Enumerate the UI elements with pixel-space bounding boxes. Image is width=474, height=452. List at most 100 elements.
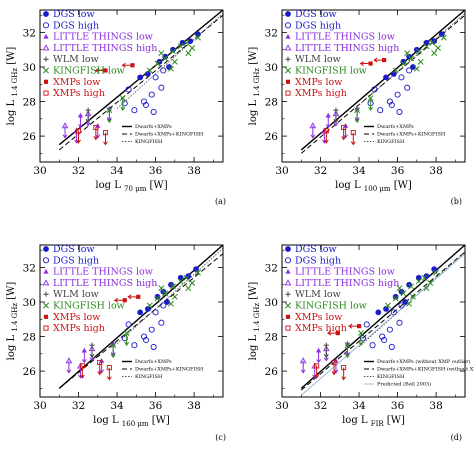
data-point-xmps-high	[75, 128, 82, 134]
data-point-kingfish-low	[396, 285, 403, 292]
data-point-kingfish-low	[146, 302, 153, 309]
x-tick-label: 38	[429, 165, 442, 177]
panel-label: (c)	[215, 433, 226, 442]
fit-line-dotted	[116, 248, 223, 344]
legend-entry: WLM low	[53, 54, 99, 65]
data-point-dgs-high	[148, 91, 155, 98]
data-point-little-things-high	[65, 357, 73, 364]
data-point-dgs-low	[390, 71, 397, 77]
chart-panel-2: 30 32 34 36 38 26 28 30 32 log L 100 μm [W] log L …	[248, 9, 466, 206]
data-point-kingfish-low	[344, 342, 351, 349]
data-point-dgs-low	[415, 274, 422, 281]
data-point-xmps-high	[341, 124, 347, 130]
data-point-kingfish-low	[367, 95, 374, 102]
legend-marker	[43, 302, 49, 309]
legend-entry: KINGFISH low	[295, 301, 367, 312]
data-point-xmps-high	[93, 124, 99, 130]
data-point-kingfish-low	[410, 293, 416, 300]
legend-marker	[285, 90, 291, 96]
x-axis-label: log L 100 μm [W]	[335, 180, 412, 193]
data-point-dgs-high	[404, 84, 411, 91]
legend-entry: LITTLE THINGS low	[295, 32, 395, 43]
x-tick-label: 32	[72, 165, 85, 177]
legend-marker	[43, 79, 49, 84]
y-tick-label: 28	[23, 97, 36, 109]
data-point-dgs-low	[144, 306, 151, 312]
legend-marker	[285, 291, 291, 297]
data-point-kingfish-low	[429, 39, 436, 46]
legend-entry: XMPs high	[53, 323, 105, 334]
data-point-kingfish-low	[358, 330, 364, 337]
data-point-dgs-low	[423, 39, 430, 46]
data-point-kingfish-low	[185, 50, 192, 57]
data-point-xmps-low	[130, 63, 135, 68]
upper-limit-arrow	[358, 333, 364, 346]
legend-marker	[285, 314, 291, 319]
data-point-little-things-high	[299, 357, 307, 364]
data-point-dgs-high	[160, 67, 167, 74]
legend-entry: DGS low	[53, 244, 95, 255]
upper-limit-arrow	[106, 110, 112, 124]
data-point-xmps-high	[350, 130, 356, 136]
legend-entry: XMPs low	[295, 77, 342, 88]
x-tick-label: 38	[429, 400, 442, 412]
y-tick-label: 30	[23, 62, 36, 74]
data-point-dgs-high	[152, 74, 159, 81]
legend-marker	[284, 257, 292, 264]
data-point-kingfish-low	[185, 285, 192, 292]
fit-legend-entry: Predicted (Bell 2003)	[377, 381, 431, 388]
data-point-xmps-low	[368, 61, 373, 66]
data-point-xmps-high	[331, 359, 337, 365]
upper-limit-arrow	[354, 110, 360, 124]
fit-legend-entry: Dwarfs+XMPs (without XMP outlier)	[377, 358, 471, 365]
legend-marker	[43, 56, 49, 62]
data-point-dgs-high	[140, 333, 148, 340]
data-point-kingfish-low	[169, 283, 176, 290]
fit-legend-entry: KINGFISH	[135, 139, 163, 145]
upper-limit-arrow	[110, 345, 116, 359]
data-point-kingfish-low	[384, 302, 391, 309]
data-point-little-things-low	[77, 112, 84, 118]
legend-entry: DGS high	[295, 20, 341, 31]
fit-legend-entry: Dwarfs+XMPs+KINGFISH	[377, 132, 446, 138]
data-point-xmps-low	[356, 324, 362, 329]
data-point-dgs-high	[398, 302, 405, 309]
data-point-xmps-high	[314, 363, 320, 369]
data-point-xmps-high	[79, 363, 85, 369]
data-point-dgs-high	[398, 74, 405, 81]
data-point-wlm-low	[89, 342, 95, 348]
y-tick-label: 28	[265, 332, 278, 344]
legend-entry: XMPs low	[53, 77, 100, 88]
data-point-xmps-high	[106, 365, 112, 371]
legend-marker	[285, 325, 291, 331]
data-point-kingfish-low	[417, 58, 424, 65]
legend-entry: WLM low	[295, 54, 341, 65]
data-point-kingfish-low	[123, 330, 130, 337]
data-point-kingfish-low	[423, 43, 430, 50]
data-point-dgs-low	[193, 266, 199, 273]
legend-marker	[285, 56, 291, 62]
y-tick-label: 28	[265, 97, 278, 109]
legend-marker	[285, 67, 291, 74]
legend-marker	[42, 44, 50, 51]
data-point-kingfish-low	[435, 45, 441, 51]
data-point-kingfish-low	[177, 278, 184, 285]
data-point-dgs-low	[154, 293, 161, 300]
legend-marker	[285, 269, 291, 274]
fit-line-dashed	[58, 253, 223, 389]
y-tick-label: 30	[23, 297, 36, 309]
data-point-kingfish-low	[195, 269, 201, 276]
fit-legend-entry: Dwarfs+XMPs+KINGFISH	[135, 132, 204, 138]
x-tick-label: 32	[314, 400, 327, 412]
legend-entry: LITTLE THINGS low	[53, 32, 153, 43]
data-point-xmps-high	[97, 359, 103, 365]
data-point-xmps-high	[323, 128, 329, 134]
data-point-kingfish-low	[406, 300, 413, 307]
data-point-kingfish-low	[162, 290, 169, 297]
data-point-dgs-low	[137, 74, 144, 81]
